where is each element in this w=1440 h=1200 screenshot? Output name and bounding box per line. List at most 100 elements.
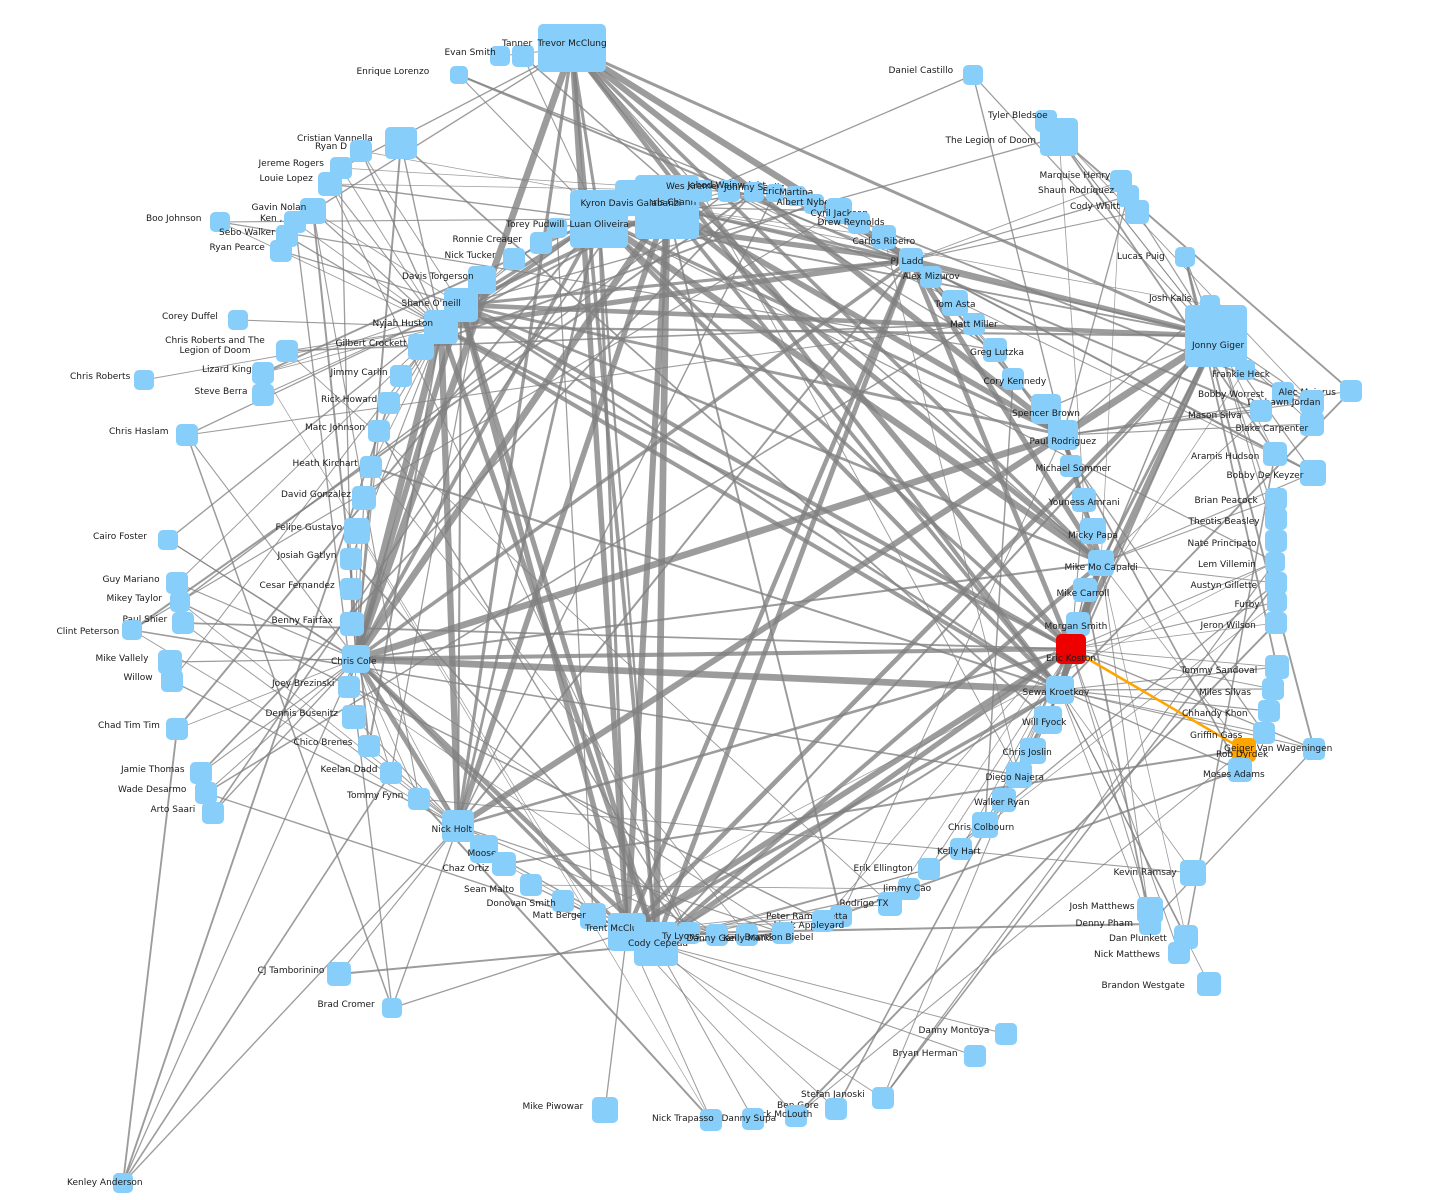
graph-node[interactable]: [786, 186, 806, 206]
graph-node[interactable]: [983, 338, 1007, 362]
graph-node[interactable]: [1125, 200, 1149, 224]
graph-node[interactable]: [327, 962, 351, 986]
graph-node[interactable]: [1168, 942, 1190, 964]
graph-node[interactable]: [872, 1087, 894, 1109]
graph-node[interactable]: [352, 486, 376, 510]
graph-node[interactable]: [1265, 530, 1287, 552]
graph-node[interactable]: [170, 592, 190, 612]
graph-node[interactable]: [964, 1045, 986, 1067]
graph-node[interactable]: [592, 1097, 618, 1123]
graph-node[interactable]: [1048, 420, 1078, 450]
graph-node[interactable]: [1340, 380, 1362, 402]
graph-node[interactable]: [1235, 360, 1255, 380]
graph-node[interactable]: [963, 65, 983, 85]
graph-node[interactable]: [442, 810, 474, 842]
graph-node[interactable]: [1066, 612, 1090, 636]
graph-node[interactable]: [276, 340, 298, 362]
graph-node[interactable]: [390, 365, 412, 387]
graph-node[interactable]: [826, 198, 852, 224]
graph-node[interactable]: [134, 370, 154, 390]
graph-node[interactable]: [318, 172, 342, 196]
graph-node[interactable]: [830, 905, 852, 927]
graph-node[interactable]: [1265, 508, 1287, 530]
graph-node[interactable]: [580, 903, 606, 929]
graph-node[interactable]: [385, 127, 417, 159]
graph-node[interactable]: [176, 424, 198, 446]
graph-node[interactable]: [158, 530, 178, 550]
graph-node[interactable]: [920, 266, 942, 288]
graph-node[interactable]: [898, 878, 920, 900]
graph-node[interactable]: [766, 184, 784, 202]
graph-node[interactable]: [338, 676, 360, 698]
graph-node[interactable]: [113, 1173, 133, 1193]
graph-node[interactable]: [1263, 442, 1287, 466]
graph-node[interactable]: [252, 362, 274, 384]
graph-node[interactable]: [342, 645, 370, 673]
graph-node[interactable]: [172, 612, 194, 634]
graph-node[interactable]: [1300, 390, 1324, 414]
graph-node[interactable]: [848, 212, 870, 234]
graph-node[interactable]: [1262, 678, 1284, 700]
graph-node[interactable]: [1046, 676, 1074, 704]
graph-node[interactable]: [380, 762, 402, 784]
graph-node[interactable]: [492, 852, 516, 876]
graph-node[interactable]: [270, 240, 292, 262]
graph-node[interactable]: [942, 290, 968, 316]
graph-node[interactable]: [1180, 860, 1206, 886]
graph-node[interactable]: [210, 212, 230, 232]
graph-node[interactable]: [547, 218, 567, 238]
graph-node[interactable]: [785, 1105, 807, 1127]
graph-node[interactable]: [408, 334, 434, 360]
graph-node[interactable]: [878, 892, 902, 916]
graph-node[interactable]: [1060, 455, 1082, 477]
graph-node[interactable]: [344, 518, 370, 544]
graph-node[interactable]: [1303, 738, 1325, 760]
graph-node[interactable]: [615, 180, 651, 216]
graph-node[interactable]: [1258, 700, 1280, 722]
graph-node[interactable]: [1088, 550, 1114, 576]
graph-node[interactable]: [520, 874, 542, 896]
graph-node[interactable]: [718, 180, 740, 202]
graph-node[interactable]: [918, 858, 940, 880]
graph-node[interactable]: [690, 180, 712, 202]
graph-node[interactable]: [360, 456, 382, 478]
graph-node[interactable]: [450, 66, 468, 84]
graph-node[interactable]: [195, 782, 217, 804]
graph-node[interactable]: [378, 392, 400, 414]
graph-node[interactable]: [1056, 634, 1086, 664]
graph-node[interactable]: [700, 1109, 722, 1131]
graph-node[interactable]: [1197, 972, 1221, 996]
graph-node[interactable]: [1073, 578, 1097, 602]
graph-node[interactable]: [1175, 247, 1195, 267]
graph-node[interactable]: [1228, 758, 1252, 782]
graph-node[interactable]: [872, 225, 896, 249]
graph-node[interactable]: [161, 670, 183, 692]
graph-node[interactable]: [1272, 382, 1294, 404]
graph-node[interactable]: [825, 1098, 847, 1120]
graph-node[interactable]: [1250, 400, 1272, 422]
graph-node[interactable]: [122, 620, 142, 640]
graph-node[interactable]: [1002, 368, 1024, 390]
graph-node[interactable]: [1072, 488, 1096, 512]
graph-node[interactable]: [972, 812, 998, 838]
graph-node[interactable]: [963, 313, 985, 335]
graph-node[interactable]: [1265, 572, 1287, 594]
graph-node[interactable]: [228, 310, 248, 330]
graph-node[interactable]: [1265, 552, 1285, 572]
graph-node[interactable]: [772, 922, 794, 944]
graph-node[interactable]: [166, 718, 188, 740]
graph-node[interactable]: [408, 788, 430, 810]
graph-node[interactable]: [1185, 305, 1247, 367]
graph-node[interactable]: [804, 194, 824, 214]
graph-node[interactable]: [1265, 612, 1287, 634]
graph-node[interactable]: [1034, 706, 1062, 734]
graph-node[interactable]: [252, 384, 274, 406]
graph-node[interactable]: [340, 612, 364, 636]
graph-node[interactable]: [742, 1108, 764, 1130]
graph-node[interactable]: [342, 705, 366, 729]
graph-node[interactable]: [382, 998, 402, 1018]
graph-node[interactable]: [202, 802, 224, 824]
graph-node[interactable]: [678, 922, 700, 944]
graph-node[interactable]: [812, 910, 834, 932]
